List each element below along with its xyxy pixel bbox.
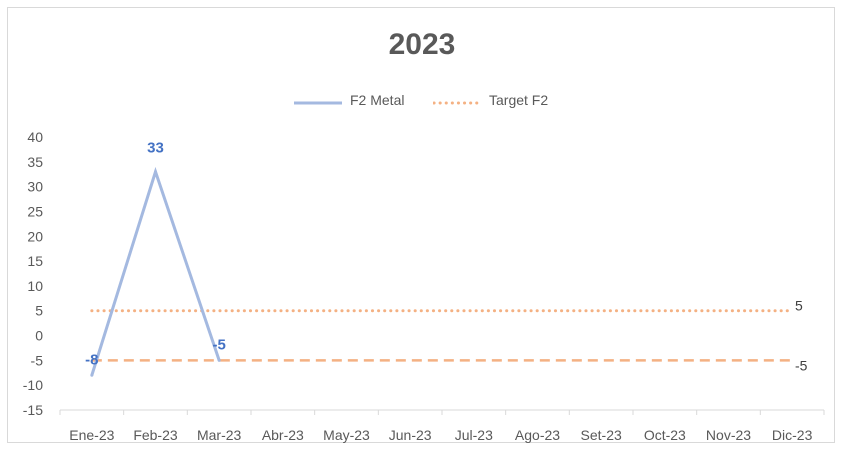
y-tick-label: 35 [27,154,43,170]
data-point-f2-metal [217,358,221,362]
data-label-f2-metal: -5 [212,336,225,353]
data-point-f2-metal [90,373,94,377]
x-tick-label: Nov-23 [706,427,751,443]
data-label-f2-metal: -8 [85,351,98,368]
y-tick-label: -15 [23,402,43,418]
legend-item-f2-metal: F2 Metal [294,90,404,110]
x-tick-label: Jun-23 [389,427,432,443]
y-tick-label: 5 [35,303,43,319]
target-end-label: -5 [795,357,808,373]
y-tick-label: -5 [31,352,44,368]
x-tick-label: Dic-23 [772,427,813,443]
x-tick-label: Abr-23 [262,427,304,443]
x-tick-label: Mar-23 [197,427,242,443]
x-tick-label: Jul-23 [455,427,493,443]
y-tick-label: 20 [27,228,43,244]
legend-label-target-f2: Target F2 [489,92,549,108]
y-tick-label: 0 [35,328,43,344]
chart-legend: F2 Metal Target F2 [0,90,844,110]
x-tick-label: Ene-23 [69,427,114,443]
y-tick-label: 40 [27,129,43,145]
legend-label-f2-metal: F2 Metal [350,92,405,108]
y-tick-label: -10 [23,377,43,393]
data-label-f2-metal: 33 [147,140,164,157]
x-tick-label: Oct-23 [644,427,686,443]
target-end-label: 5 [795,298,803,314]
legend-item-target-f2: Target F2 [432,90,549,110]
legend-swatch-f2-metal [294,95,342,105]
chart-title: 2023 [388,28,456,61]
x-tick-label: Ago-23 [515,427,560,443]
series-line-f2-metal [90,166,221,376]
y-tick-label: 25 [27,203,43,219]
chart-frame [7,7,835,443]
x-tick-label: May-23 [323,427,370,443]
y-tick-label: 15 [27,253,43,269]
data-point-f2-metal [154,170,157,174]
y-tick-label: 10 [27,278,43,294]
x-tick-label: Set-23 [581,427,622,443]
legend-swatch-target-f2 [432,95,483,105]
x-tick-label: Feb-23 [133,427,178,443]
y-tick-label: 30 [27,179,43,195]
